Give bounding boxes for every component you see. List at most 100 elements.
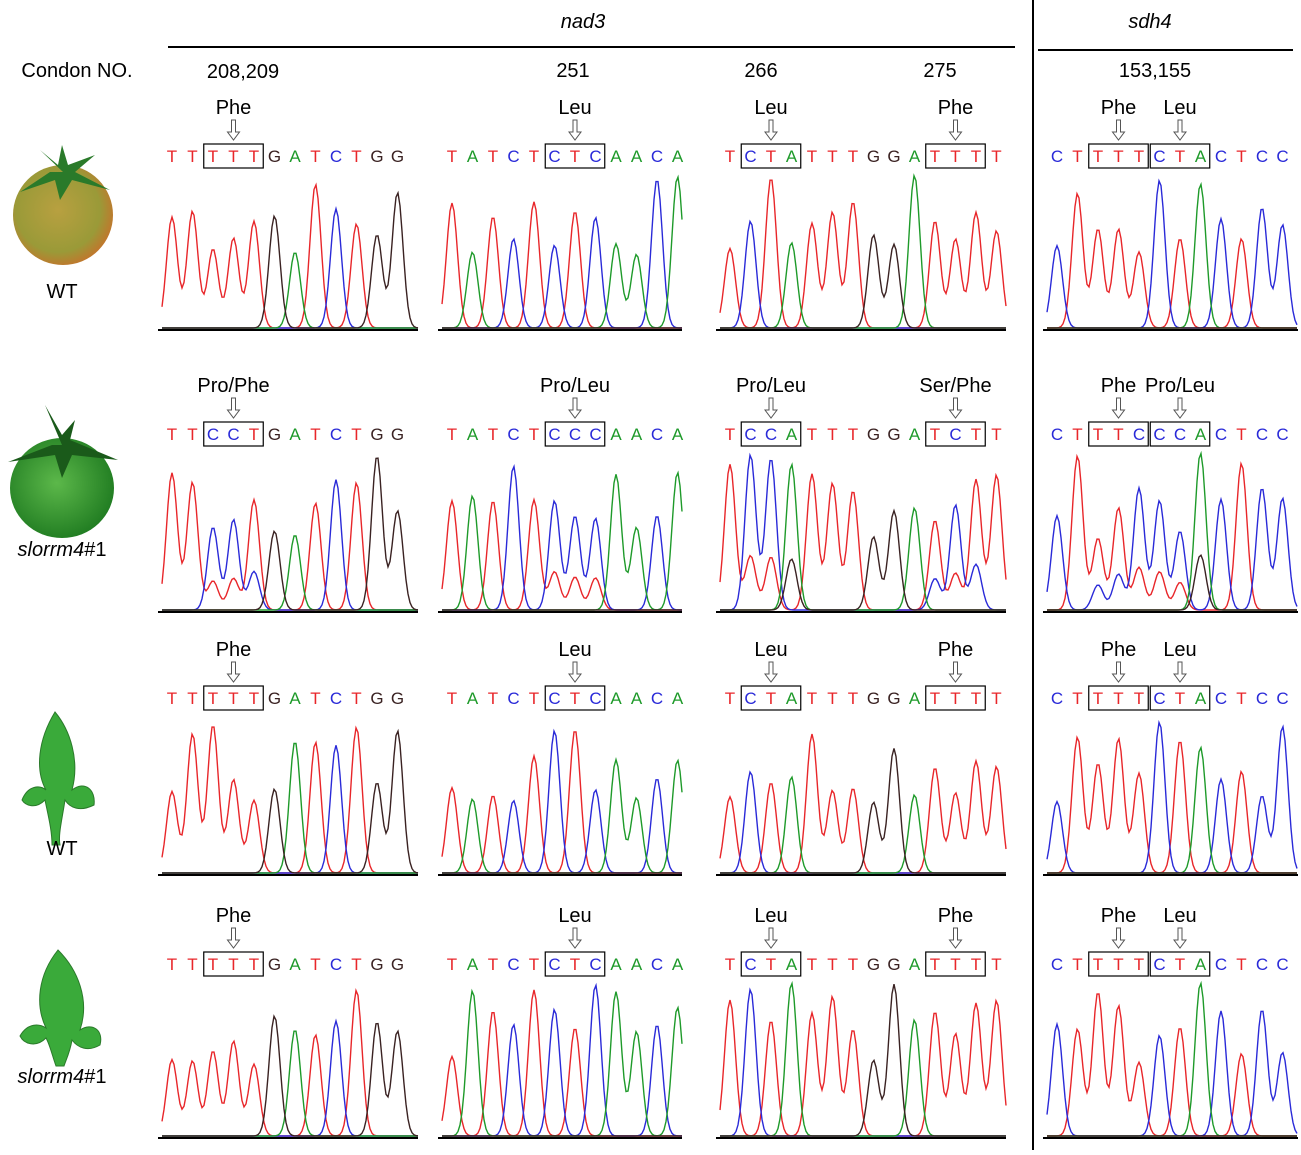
base: T — [1175, 147, 1185, 166]
trace — [442, 473, 682, 610]
leaf-icon — [20, 950, 101, 1066]
base: C — [507, 147, 519, 166]
row-name: WT — [46, 838, 77, 860]
base: C — [589, 689, 601, 708]
base: T — [488, 147, 498, 166]
sequence: TTTGGA — [807, 955, 921, 974]
sequence: CTCC — [1215, 147, 1289, 166]
base: C — [1153, 689, 1165, 708]
base: C — [1174, 425, 1186, 444]
base: T — [488, 425, 498, 444]
base: T — [950, 955, 960, 974]
base: T — [1113, 689, 1123, 708]
base: C — [330, 689, 342, 708]
sequence: TTT — [1093, 689, 1144, 708]
base: C — [589, 147, 601, 166]
base: G — [391, 689, 404, 708]
sequence: T — [725, 425, 735, 444]
base: C — [507, 689, 519, 708]
sequence: TTTGGA — [807, 689, 921, 708]
base: T — [930, 425, 940, 444]
base: C — [1051, 425, 1063, 444]
sequence: TCT — [930, 425, 981, 444]
figure: nad3 sdh4 Condon NO. 208,209 251 266 275… — [0, 0, 1301, 1150]
base: A — [786, 147, 798, 166]
row-label: slorrm4#1 — [18, 1066, 107, 1088]
base: T — [529, 147, 539, 166]
sequence: TTTGGA — [807, 147, 921, 166]
amino-acid: Phe — [216, 639, 252, 661]
sequence: T — [991, 147, 1001, 166]
base: T — [351, 689, 361, 708]
base: T — [971, 147, 981, 166]
sequence: CTCC — [1215, 955, 1289, 974]
base: G — [867, 147, 880, 166]
base: T — [1236, 425, 1246, 444]
sequence: TT — [167, 147, 198, 166]
sequence: TATCT — [447, 955, 539, 974]
base: T — [848, 689, 858, 708]
base: T — [570, 689, 580, 708]
base: C — [744, 689, 756, 708]
base: A — [909, 955, 921, 974]
sequence: T — [725, 689, 735, 708]
base: C — [227, 425, 239, 444]
base: A — [1195, 955, 1207, 974]
base: C — [1051, 955, 1063, 974]
base: A — [467, 147, 479, 166]
codon-label: Condon NO. — [21, 60, 132, 82]
arrow — [1174, 398, 1186, 418]
row-name: WT — [46, 281, 77, 303]
row-label: WT — [46, 281, 77, 303]
base: C — [949, 425, 961, 444]
base: T — [950, 689, 960, 708]
base: T — [187, 147, 197, 166]
amino-acid: Pro/Leu — [1145, 375, 1215, 397]
base: T — [249, 689, 259, 708]
base: T — [807, 425, 817, 444]
arrow — [569, 662, 581, 682]
base: A — [909, 425, 921, 444]
sequence: TTT — [208, 955, 259, 974]
amino-acid: Phe — [938, 905, 974, 927]
amino-acid: Leu — [754, 97, 787, 119]
base: G — [887, 955, 900, 974]
arrow — [1113, 120, 1125, 140]
base: C — [1256, 955, 1268, 974]
base: A — [631, 955, 643, 974]
sequence: TTT — [1093, 955, 1144, 974]
base: C — [589, 425, 601, 444]
base: T — [187, 955, 197, 974]
arrow — [1174, 928, 1186, 948]
sequence: T — [725, 147, 735, 166]
base: A — [467, 425, 479, 444]
base: G — [391, 147, 404, 166]
tomato-icon — [8, 405, 118, 538]
sequence: T — [725, 955, 735, 974]
base: T — [1134, 955, 1144, 974]
base: T — [187, 689, 197, 708]
base: C — [507, 955, 519, 974]
trace — [1047, 983, 1297, 1136]
base: T — [1072, 425, 1082, 444]
base: A — [467, 955, 479, 974]
base: T — [1175, 689, 1185, 708]
base: A — [672, 955, 684, 974]
codon-number: 266 — [744, 60, 777, 82]
base: A — [467, 689, 479, 708]
base: G — [268, 425, 281, 444]
base: T — [1134, 147, 1144, 166]
base: T — [930, 689, 940, 708]
base: T — [827, 689, 837, 708]
trace — [162, 1016, 418, 1136]
base: T — [488, 689, 498, 708]
row-name: slorrm4 — [18, 1066, 85, 1088]
base: T — [310, 955, 320, 974]
base: C — [1256, 425, 1268, 444]
amino-acid: Leu — [1163, 905, 1196, 927]
base: C — [651, 425, 663, 444]
